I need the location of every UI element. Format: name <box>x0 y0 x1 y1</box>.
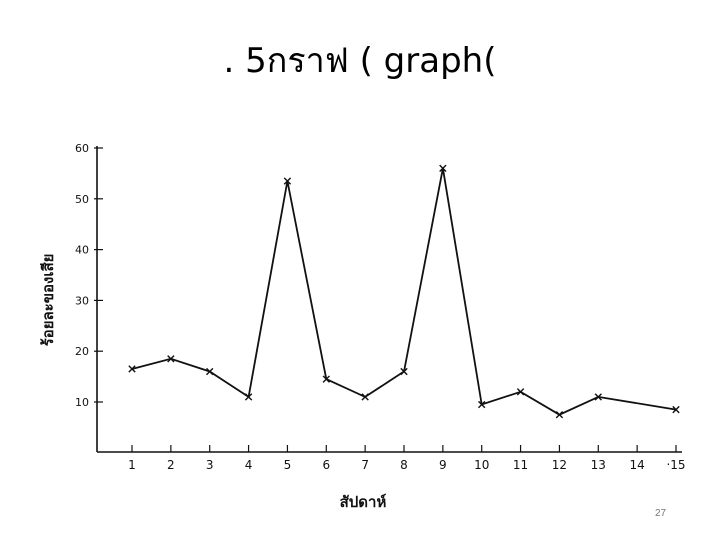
x-tick-label: 1 <box>128 458 136 472</box>
marker-stroke <box>400 367 408 376</box>
marker-stroke <box>439 164 447 173</box>
data-point-marker <box>478 400 486 409</box>
data-point-marker <box>283 177 292 185</box>
marker-stroke <box>594 393 602 401</box>
marker-stroke <box>167 355 175 363</box>
data-point-marker <box>167 355 175 363</box>
x-tick-label: 7 <box>361 458 369 472</box>
marker-stroke <box>672 405 680 414</box>
marker-stroke <box>128 365 136 373</box>
data-point-marker <box>206 367 214 376</box>
x-tick-label: 2 <box>167 458 175 472</box>
data-point-marker <box>555 411 564 419</box>
data-point-marker <box>322 375 330 383</box>
y-tick-label: 60 <box>75 142 89 155</box>
x-tick-label: 9 <box>439 458 447 472</box>
marker-stroke <box>516 388 525 396</box>
x-tick-label: 8 <box>400 458 408 472</box>
x-tick-label: 12 <box>552 458 567 472</box>
y-tick-label: 10 <box>75 396 89 409</box>
data-point-marker <box>400 367 408 376</box>
x-tick-label: 13 <box>591 458 606 472</box>
y-tick-label: 50 <box>75 193 89 206</box>
y-tick-label: 20 <box>75 345 89 358</box>
x-tick-label: 3 <box>206 458 214 472</box>
data-point-marker <box>516 388 525 396</box>
x-tick-label: 5 <box>284 458 292 472</box>
data-point-marker <box>361 393 369 401</box>
marker-stroke <box>206 367 214 376</box>
data-point-marker <box>439 164 447 173</box>
data-point-marker <box>244 393 253 401</box>
marker-stroke <box>361 393 369 401</box>
marker-stroke <box>322 375 330 383</box>
data-point-marker <box>672 405 680 414</box>
y-axis-label: ร้อยละของเสีย <box>39 254 57 347</box>
x-tick-label: 6 <box>322 458 330 472</box>
x-tick-label: 10 <box>474 458 489 472</box>
x-axis-label: สัปดาห์ <box>340 493 387 511</box>
data-point-marker <box>594 393 602 401</box>
y-tick-label: 40 <box>75 244 89 257</box>
page-number: 27 <box>655 508 667 519</box>
data-point-marker <box>128 365 136 373</box>
series-line <box>131 168 677 416</box>
marker-stroke <box>555 411 564 419</box>
x-tick-label: 14 <box>630 458 645 472</box>
chart-axes <box>96 146 682 453</box>
marker-stroke <box>283 177 292 185</box>
x-tick-label: 11 <box>513 458 528 472</box>
chart-axis-labels: สัปดาห์ ร้อยละของเสีย <box>39 254 386 511</box>
marker-stroke <box>478 400 486 409</box>
x-tick-label: ‧15 <box>666 458 685 472</box>
y-tick-label: 30 <box>75 294 89 307</box>
chart-series <box>128 164 680 419</box>
marker-stroke <box>244 393 253 401</box>
x-tick-label: 4 <box>245 458 253 472</box>
slide-title: . 5กราฟ ( graph( <box>223 41 497 81</box>
